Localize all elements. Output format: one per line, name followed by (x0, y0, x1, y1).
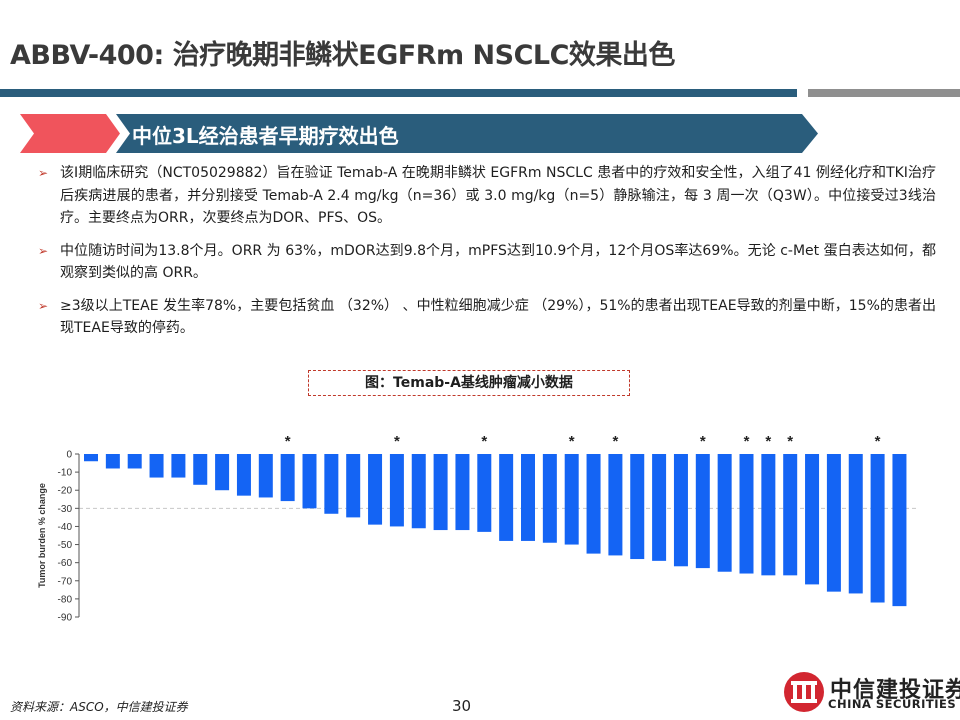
data-bar (127, 454, 142, 469)
data-bar (171, 454, 186, 478)
data-bar (870, 454, 885, 603)
bullet-list: ➢ 该I期临床研究（NCT05029882）旨在验证 Temab-A 在晚期非鳞… (38, 162, 936, 350)
asterisk-marker: * (875, 433, 881, 450)
y-axis-title: Tumor burden % change (37, 483, 47, 588)
data-bar (346, 454, 361, 518)
data-bar (892, 454, 907, 607)
logo-english: CHINA SECURITIES (828, 697, 957, 711)
banner-title: 中位3L经治患者早期疗效出色 (132, 124, 399, 148)
bullet-item: ➢ 中位随访时间为13.8个月。ORR 为 63%，mDOR达到9.8个月，mP… (38, 240, 936, 285)
data-bar (433, 454, 448, 531)
data-bar (673, 454, 688, 567)
bullet-arrow-icon: ➢ (38, 243, 49, 258)
y-tick-label: -20 (58, 486, 73, 497)
data-bar (477, 454, 492, 532)
y-tick-label: -80 (58, 594, 73, 605)
asterisk-marker: * (700, 433, 706, 450)
data-bar (280, 454, 295, 502)
data-bar (105, 454, 120, 469)
data-bar (149, 454, 164, 478)
data-bar (739, 454, 754, 574)
data-bar (761, 454, 776, 576)
data-bar (302, 454, 317, 509)
citic-logo-icon (784, 672, 824, 712)
y-tick-label: -90 (58, 613, 73, 624)
asterisk-marker: * (744, 433, 750, 450)
data-bar (236, 454, 251, 496)
data-bar (608, 454, 623, 556)
company-logo: 中信建投证券 CHINA SECURITIES (782, 670, 960, 714)
page-number: 30 (452, 697, 472, 715)
bullet-text: 中位随访时间为13.8个月。ORR 为 63%，mDOR达到9.8个月，mPFS… (60, 242, 936, 282)
page-title: ABBV-400: 治疗晚期非鳞状EGFRm NSCLC效果出色 (10, 40, 675, 71)
data-bar (368, 454, 383, 525)
title-divider-primary (0, 89, 797, 97)
data-bar (324, 454, 339, 514)
asterisk-marker: * (612, 433, 618, 450)
bullet-text: ≥3级以上TEAE 发生率78%，主要包括贫血 （32%） 、中性粒细胞减少症 … (60, 297, 936, 337)
data-bar (521, 454, 535, 541)
asterisk-marker: * (285, 433, 291, 450)
banner-shape (20, 114, 818, 153)
y-tick-label: -10 (58, 468, 73, 479)
y-tick-label: -40 (58, 522, 73, 533)
logo-chinese: 中信建投证券 (830, 678, 960, 703)
asterisk-marker: * (787, 433, 793, 450)
y-tick-label: 0 (66, 450, 72, 461)
data-bar (630, 454, 645, 560)
bullet-text: 该I期临床研究（NCT05029882）旨在验证 Temab-A 在晚期非鳞状 … (60, 165, 936, 226)
data-bar (783, 454, 798, 576)
data-bar (389, 454, 404, 527)
data-bar (542, 454, 557, 543)
bullet-arrow-icon: ➢ (38, 298, 49, 313)
y-tick-label: -30 (58, 504, 73, 515)
data-bar (717, 454, 732, 572)
bullet-item: ➢ ≥3级以上TEAE 发生率78%，主要包括贫血 （32%） 、中性粒细胞减少… (38, 295, 936, 340)
data-bar (652, 454, 667, 561)
data-bar (193, 454, 208, 485)
source-note: 资料来源：ASCO，中信建投证券 (10, 700, 188, 714)
y-tick-label: -60 (58, 558, 73, 569)
data-bar (215, 454, 230, 491)
asterisk-marker: * (569, 433, 575, 450)
data-bar (695, 454, 710, 569)
data-bar (455, 454, 470, 531)
y-tick-label: -50 (58, 540, 73, 551)
data-bar (258, 454, 273, 498)
bullet-arrow-icon: ➢ (38, 166, 49, 180)
figure-caption: 图：Temab-A基线肿瘤减小数据 (308, 370, 630, 396)
title-divider-secondary (808, 89, 960, 97)
data-bar (499, 454, 514, 541)
data-bar (826, 454, 841, 592)
data-bar (586, 454, 601, 554)
bullet-item: ➢ 该I期临床研究（NCT05029882）旨在验证 Temab-A 在晚期非鳞… (38, 162, 936, 230)
data-bar (848, 454, 863, 594)
data-bar (411, 454, 426, 529)
asterisk-marker: * (394, 433, 400, 450)
data-bar (805, 454, 820, 585)
data-bar (564, 454, 579, 545)
y-tick-label: -70 (58, 576, 73, 587)
asterisk-marker: * (481, 433, 487, 450)
data-bar (84, 454, 98, 462)
asterisk-marker: * (765, 433, 771, 450)
waterfall-chart: 0 -10 -20 -30 -40 -50 -60 -70 -80 -90 Tumor burden… (37, 433, 918, 624)
section-banner: 中位3L经治患者早期疗效出色 (20, 114, 820, 153)
